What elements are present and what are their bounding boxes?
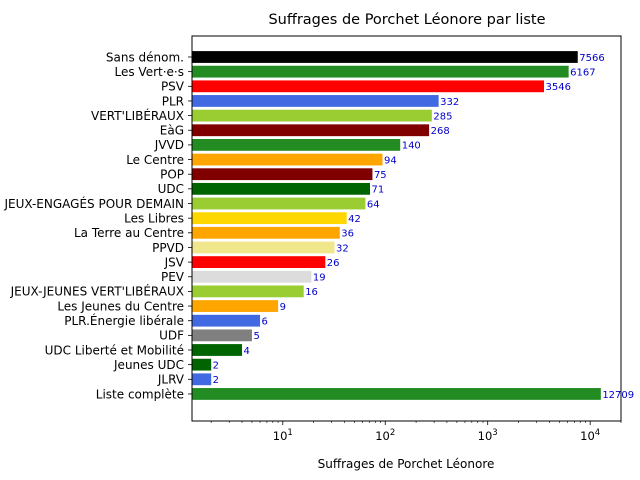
y-tick-label: PEV: [161, 270, 185, 284]
y-tick-label: Sans dénom.: [106, 50, 184, 64]
y-tick-label: PSV: [161, 80, 185, 94]
bar: [192, 80, 545, 93]
chart-title: Suffrages de Porchet Léonore par liste: [268, 12, 545, 28]
value-label: 36: [341, 229, 354, 240]
bar: [192, 373, 212, 386]
bar: [192, 168, 373, 181]
value-label: 12709: [602, 390, 634, 401]
bar: [192, 51, 578, 63]
bar: [192, 344, 243, 356]
y-tick-label: Jeunes UDC: [113, 358, 184, 372]
value-label: 42: [348, 214, 361, 225]
bar: [192, 329, 252, 342]
bar: [192, 139, 401, 151]
y-tick-label: Les Libres: [124, 211, 184, 225]
bar: [192, 388, 601, 400]
bar: [192, 109, 432, 122]
y-tick-label: UDC: [158, 182, 184, 196]
y-tick-label: JEUX-JEUNES VERT'LIBÉRAUX: [10, 284, 184, 299]
value-label: 4: [244, 346, 250, 357]
y-tick-label: Les Vert·e·s: [115, 65, 185, 79]
value-label: 75: [374, 170, 387, 181]
value-label: 2: [213, 360, 219, 371]
bar-group: [192, 51, 601, 400]
y-tick-label: JLRV: [157, 373, 185, 387]
value-label: 332: [440, 97, 459, 108]
plot-frame: [191, 35, 622, 422]
bar: [192, 300, 279, 312]
value-label: 285: [433, 111, 452, 122]
y-tick-label: EàG: [160, 124, 184, 138]
bar: [192, 124, 430, 137]
value-label: 26: [327, 258, 340, 269]
value-label: 32: [336, 243, 349, 254]
value-label: 94: [384, 155, 397, 166]
y-tick-label: La Terre au Centre: [74, 226, 184, 240]
bar: [192, 270, 312, 283]
bar: [192, 256, 326, 268]
value-label: 6: [262, 317, 268, 328]
y-tick-label: PLR.Énergie libérale: [64, 313, 184, 328]
y-tick-label: POP: [160, 168, 184, 182]
value-label: 5: [253, 331, 259, 342]
y-tick-label: PLR: [162, 94, 184, 108]
y-tick-label: JSV: [164, 255, 185, 269]
bar: [192, 182, 371, 195]
value-label: 3546: [546, 82, 571, 93]
y-tick-label: JVVD: [154, 138, 184, 152]
bar: [192, 197, 366, 210]
x-axis-ticks: 101 102 103 104: [210, 421, 622, 443]
value-labels: 7566616735463322852681409475716442363226…: [213, 53, 634, 401]
value-label: 64: [367, 199, 380, 210]
y-tick-label: JEUX-ENGAGÉS POUR DEMAIN: [3, 196, 184, 211]
x-tick-label: 104: [580, 428, 600, 443]
x-axis-label: Suffrages de Porchet Léonore: [318, 457, 495, 471]
value-label: 6167: [570, 67, 595, 78]
y-tick-labels: Sans dénom.Les Vert·e·sPSVPLRVERT'LIBÉRA…: [3, 50, 192, 401]
bar: [192, 95, 439, 107]
value-label: 9: [280, 302, 286, 313]
y-tick-label: Le Centre: [126, 153, 184, 167]
value-label: 71: [372, 185, 385, 196]
value-label: 2: [213, 375, 219, 386]
y-tick-label: Liste complète: [96, 387, 184, 401]
bar: [192, 358, 212, 371]
bar: [192, 314, 261, 327]
bar: [192, 153, 383, 166]
value-label: 7566: [579, 53, 604, 64]
value-label: 140: [402, 141, 421, 152]
bar: [192, 226, 340, 239]
y-tick-label: Les Jeunes du Centre: [57, 299, 184, 313]
x-tick-label: 101: [273, 428, 293, 443]
x-tick-label: 102: [375, 428, 395, 443]
y-tick-label: UDC Liberté et Mobilité: [45, 343, 184, 357]
bar: [192, 241, 335, 254]
y-tick-label: PPVD: [152, 241, 184, 255]
value-label: 268: [431, 126, 450, 137]
bar: [192, 212, 347, 225]
y-tick-label: VERT'LIBÉRAUX: [91, 108, 184, 123]
value-label: 19: [313, 273, 326, 284]
x-tick-label: 103: [478, 428, 498, 443]
bar: [192, 285, 304, 298]
value-label: 16: [305, 287, 318, 298]
y-tick-label: UDF: [159, 329, 184, 343]
bar: [192, 65, 569, 78]
